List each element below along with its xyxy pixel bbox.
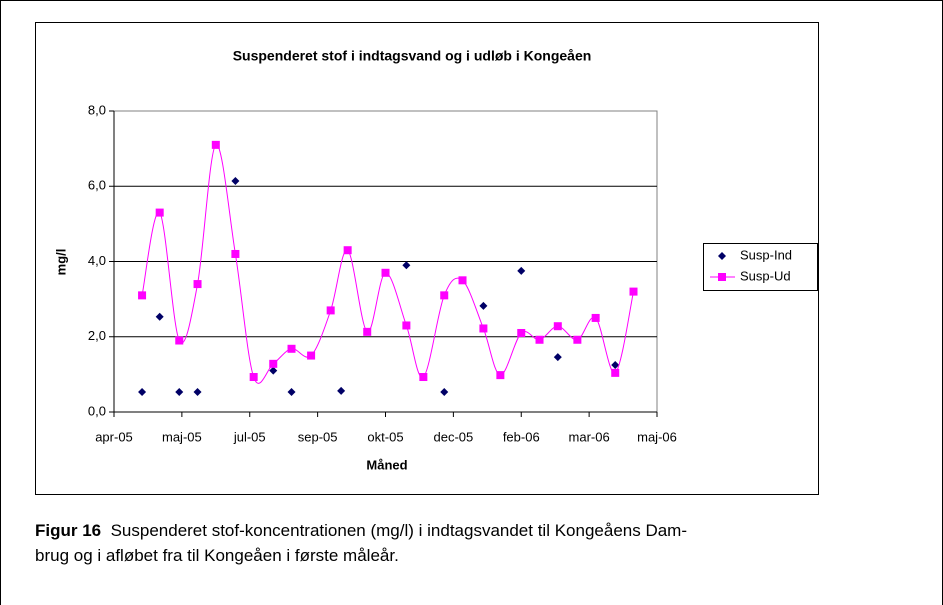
- legend: [703, 243, 818, 291]
- marker: [496, 371, 505, 380]
- marker: [343, 246, 352, 255]
- marker: [402, 261, 411, 270]
- marker: [193, 388, 202, 397]
- marker: [440, 388, 449, 397]
- legend-marker: [718, 273, 726, 281]
- marker: [337, 386, 346, 395]
- marker: [479, 301, 488, 310]
- marker: [553, 322, 562, 331]
- marker: [381, 268, 390, 277]
- marker: [611, 360, 620, 369]
- marker: [155, 312, 164, 321]
- x-tick-label: dec-05: [434, 429, 474, 444]
- caption-label: Figur 16: [35, 521, 102, 540]
- x-tick-label: feb-06: [503, 429, 540, 444]
- marker: [231, 249, 240, 258]
- x-axis-label: Måned: [366, 457, 407, 472]
- legend-label: Susp-Ud: [740, 268, 791, 283]
- y-tick-label: 8,0: [88, 102, 106, 117]
- x-tick-label: jul-05: [233, 429, 266, 444]
- marker: [440, 291, 449, 300]
- marker: [307, 351, 316, 360]
- x-tick-label: apr-05: [95, 429, 133, 444]
- legend-marker: [718, 252, 726, 260]
- marker: [517, 266, 526, 275]
- x-tick-label: mar-06: [569, 429, 610, 444]
- chart-title: Suspenderet stof i indtagsvand og i udlø…: [233, 48, 592, 64]
- y-tick-label: 6,0: [88, 178, 106, 193]
- y-axis-label: mg/l: [53, 249, 68, 276]
- marker: [363, 327, 372, 336]
- x-tick-label: maj-06: [637, 429, 677, 444]
- caption-line: brug og i afløbet fra til Kongeåen i før…: [35, 543, 399, 568]
- marker: [287, 344, 296, 353]
- marker: [517, 328, 526, 337]
- marker: [269, 359, 278, 368]
- marker: [138, 291, 147, 300]
- marker: [611, 368, 620, 377]
- caption-text: Suspenderet stof-koncentrationen (mg/l) …: [110, 521, 688, 540]
- marker: [479, 324, 488, 333]
- x-tick-label: sep-05: [298, 429, 338, 444]
- marker: [326, 306, 335, 315]
- caption-text: brug og i afløbet fra til Kongeåen i før…: [35, 546, 399, 565]
- legend-label: Susp-Ind: [740, 247, 792, 262]
- marker: [419, 373, 428, 382]
- marker: [402, 321, 411, 330]
- marker: [287, 388, 296, 397]
- marker: [231, 176, 240, 185]
- y-tick-label: 0,0: [88, 403, 106, 418]
- marker: [175, 336, 184, 345]
- marker: [553, 353, 562, 362]
- marker: [269, 366, 278, 375]
- marker: [193, 280, 202, 289]
- marker: [138, 388, 147, 397]
- marker: [175, 388, 184, 397]
- y-tick-label: 4,0: [88, 253, 106, 268]
- caption-line: Figur 16 Suspenderet stof-koncentratione…: [35, 518, 687, 543]
- marker: [249, 373, 258, 382]
- marker: [629, 287, 638, 296]
- y-tick-label: 2,0: [88, 328, 106, 343]
- x-tick-label: maj-05: [162, 429, 202, 444]
- x-tick-label: okt-05: [367, 429, 403, 444]
- marker: [591, 313, 600, 322]
- marker: [535, 335, 544, 344]
- marker: [458, 276, 467, 285]
- marker: [211, 140, 220, 149]
- marker: [573, 335, 582, 344]
- marker: [155, 208, 164, 217]
